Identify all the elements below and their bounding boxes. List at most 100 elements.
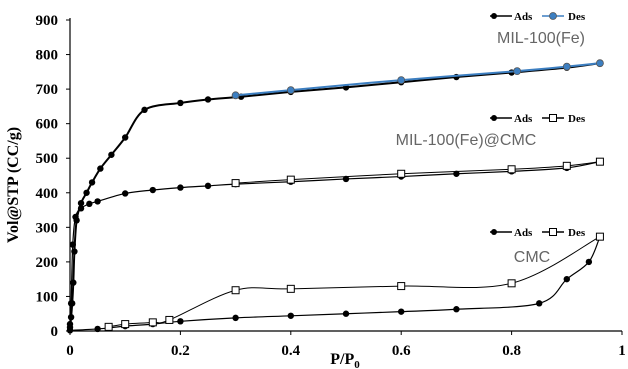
y-tick-label: 700 — [36, 82, 59, 98]
data-point-ads — [536, 300, 543, 307]
data-point-des — [397, 76, 406, 85]
data-point-ads — [204, 182, 212, 190]
series-group-cmc — [66, 232, 604, 334]
x-axis-title-subscript: 0 — [354, 359, 360, 369]
data-point-des — [231, 286, 240, 295]
data-point-des — [286, 175, 295, 184]
series-group-mil100fe — [66, 59, 604, 331]
data-point-ads — [69, 241, 76, 248]
data-point-ads — [108, 151, 115, 158]
x-tick-label: 0.2 — [171, 343, 190, 359]
series-line-ads — [69, 161, 601, 325]
data-point-ads — [204, 96, 212, 103]
data-point-ads — [77, 199, 85, 207]
x-tick-label: 1 — [618, 343, 626, 359]
data-point-des — [397, 282, 406, 291]
data-point-ads — [77, 205, 85, 212]
data-point-des — [231, 179, 240, 188]
data-point-ads — [141, 106, 148, 114]
data-point-des — [104, 322, 113, 331]
legend-marker-des — [549, 114, 557, 122]
data-point-des — [165, 315, 174, 324]
x-tick-label: 0.8 — [502, 343, 521, 359]
y-tick-label: 100 — [36, 289, 59, 305]
data-point-des — [286, 284, 295, 293]
legend-label-ads: Ads — [514, 227, 533, 239]
data-point-ads — [232, 314, 239, 322]
sample-label-mil100fe: MIL-100(Fe) — [497, 30, 585, 47]
data-point-ads — [149, 186, 156, 194]
y-tick-label: 600 — [36, 117, 59, 133]
data-point-des — [397, 169, 406, 178]
legend-marker-des — [549, 12, 557, 20]
data-point-ads — [66, 320, 74, 328]
data-point-ads — [94, 325, 101, 333]
legend-marker-des — [549, 228, 557, 236]
series-group-mil100fe-cmc — [66, 157, 604, 328]
x-tick-label: 0.4 — [281, 343, 300, 359]
data-point-ads — [177, 318, 184, 325]
y-tick-label: 300 — [36, 220, 59, 236]
legend-marker-ads — [491, 13, 497, 19]
data-point-des — [562, 161, 571, 170]
x-axis-title: P/P0 — [330, 351, 360, 369]
data-point-ads — [342, 175, 350, 183]
sample-label-cmc: CMC — [514, 249, 550, 266]
x-tick-label: 0 — [66, 343, 74, 359]
data-point-des — [513, 67, 522, 76]
data-point-des — [562, 62, 571, 71]
legend-label-ads: Ads — [514, 113, 533, 125]
legend-label-des: Des — [568, 113, 586, 125]
legend-label-des: Des — [568, 11, 586, 23]
axes: 0 100 200 300 400 500 600 700 800 900 0 0.2 0.4 0.6 0.… — [36, 13, 626, 359]
data-point-ads — [122, 134, 129, 141]
legend-mil100fe-cmc: Ads Des MIL-100(Fe)@CMC — [396, 113, 586, 149]
data-point-ads — [72, 213, 79, 221]
data-point-ads — [585, 258, 593, 266]
data-point-ads — [67, 300, 75, 307]
y-tick-label: 500 — [36, 151, 59, 167]
legend-cmc: Ads Des CMC — [490, 227, 586, 266]
data-point-ads — [287, 312, 294, 319]
data-point-ads — [122, 190, 129, 197]
data-point-ads — [97, 165, 104, 172]
y-tick-label: 0 — [51, 324, 59, 340]
data-point-ads — [66, 327, 74, 334]
data-point-des — [507, 165, 516, 174]
y-axis-title: Vol@STP (CC/g) — [5, 127, 22, 243]
legend-mil100fe: Ads Des MIL-100(Fe) — [490, 11, 586, 47]
data-point-ads — [177, 184, 184, 191]
data-point-ads — [398, 308, 405, 315]
legend-label-ads: Ads — [514, 11, 533, 23]
data-point-ads — [563, 275, 570, 283]
y-tick-label: 400 — [36, 186, 59, 202]
data-point-ads — [342, 310, 350, 317]
x-tick-label: 0.6 — [392, 343, 411, 359]
data-point-des — [286, 86, 295, 95]
x-axis-title-main: P/P — [330, 351, 354, 368]
sample-label-mil100fe-cmc: MIL-100(Fe)@CMC — [396, 132, 537, 149]
y-tick-label: 200 — [36, 255, 59, 271]
legend-marker-ads — [491, 115, 497, 121]
data-point-des — [121, 320, 130, 329]
series-layer — [66, 59, 604, 334]
data-point-ads — [94, 198, 101, 205]
data-point-des — [595, 157, 604, 166]
y-tick-label: 900 — [36, 13, 59, 29]
data-point-ads — [453, 170, 460, 177]
data-point-ads — [453, 306, 460, 313]
data-point-des — [507, 279, 516, 288]
data-point-ads — [88, 179, 96, 186]
data-point-des — [595, 232, 604, 241]
legend-label-des: Des — [568, 227, 586, 239]
y-tick-label: 800 — [36, 48, 59, 64]
data-point-des — [148, 318, 157, 327]
legend-marker-ads — [491, 229, 497, 235]
data-point-ads — [67, 313, 75, 321]
data-point-des — [231, 91, 240, 100]
data-point-des — [596, 59, 604, 68]
data-point-ads — [86, 200, 93, 208]
data-point-ads — [177, 99, 184, 107]
